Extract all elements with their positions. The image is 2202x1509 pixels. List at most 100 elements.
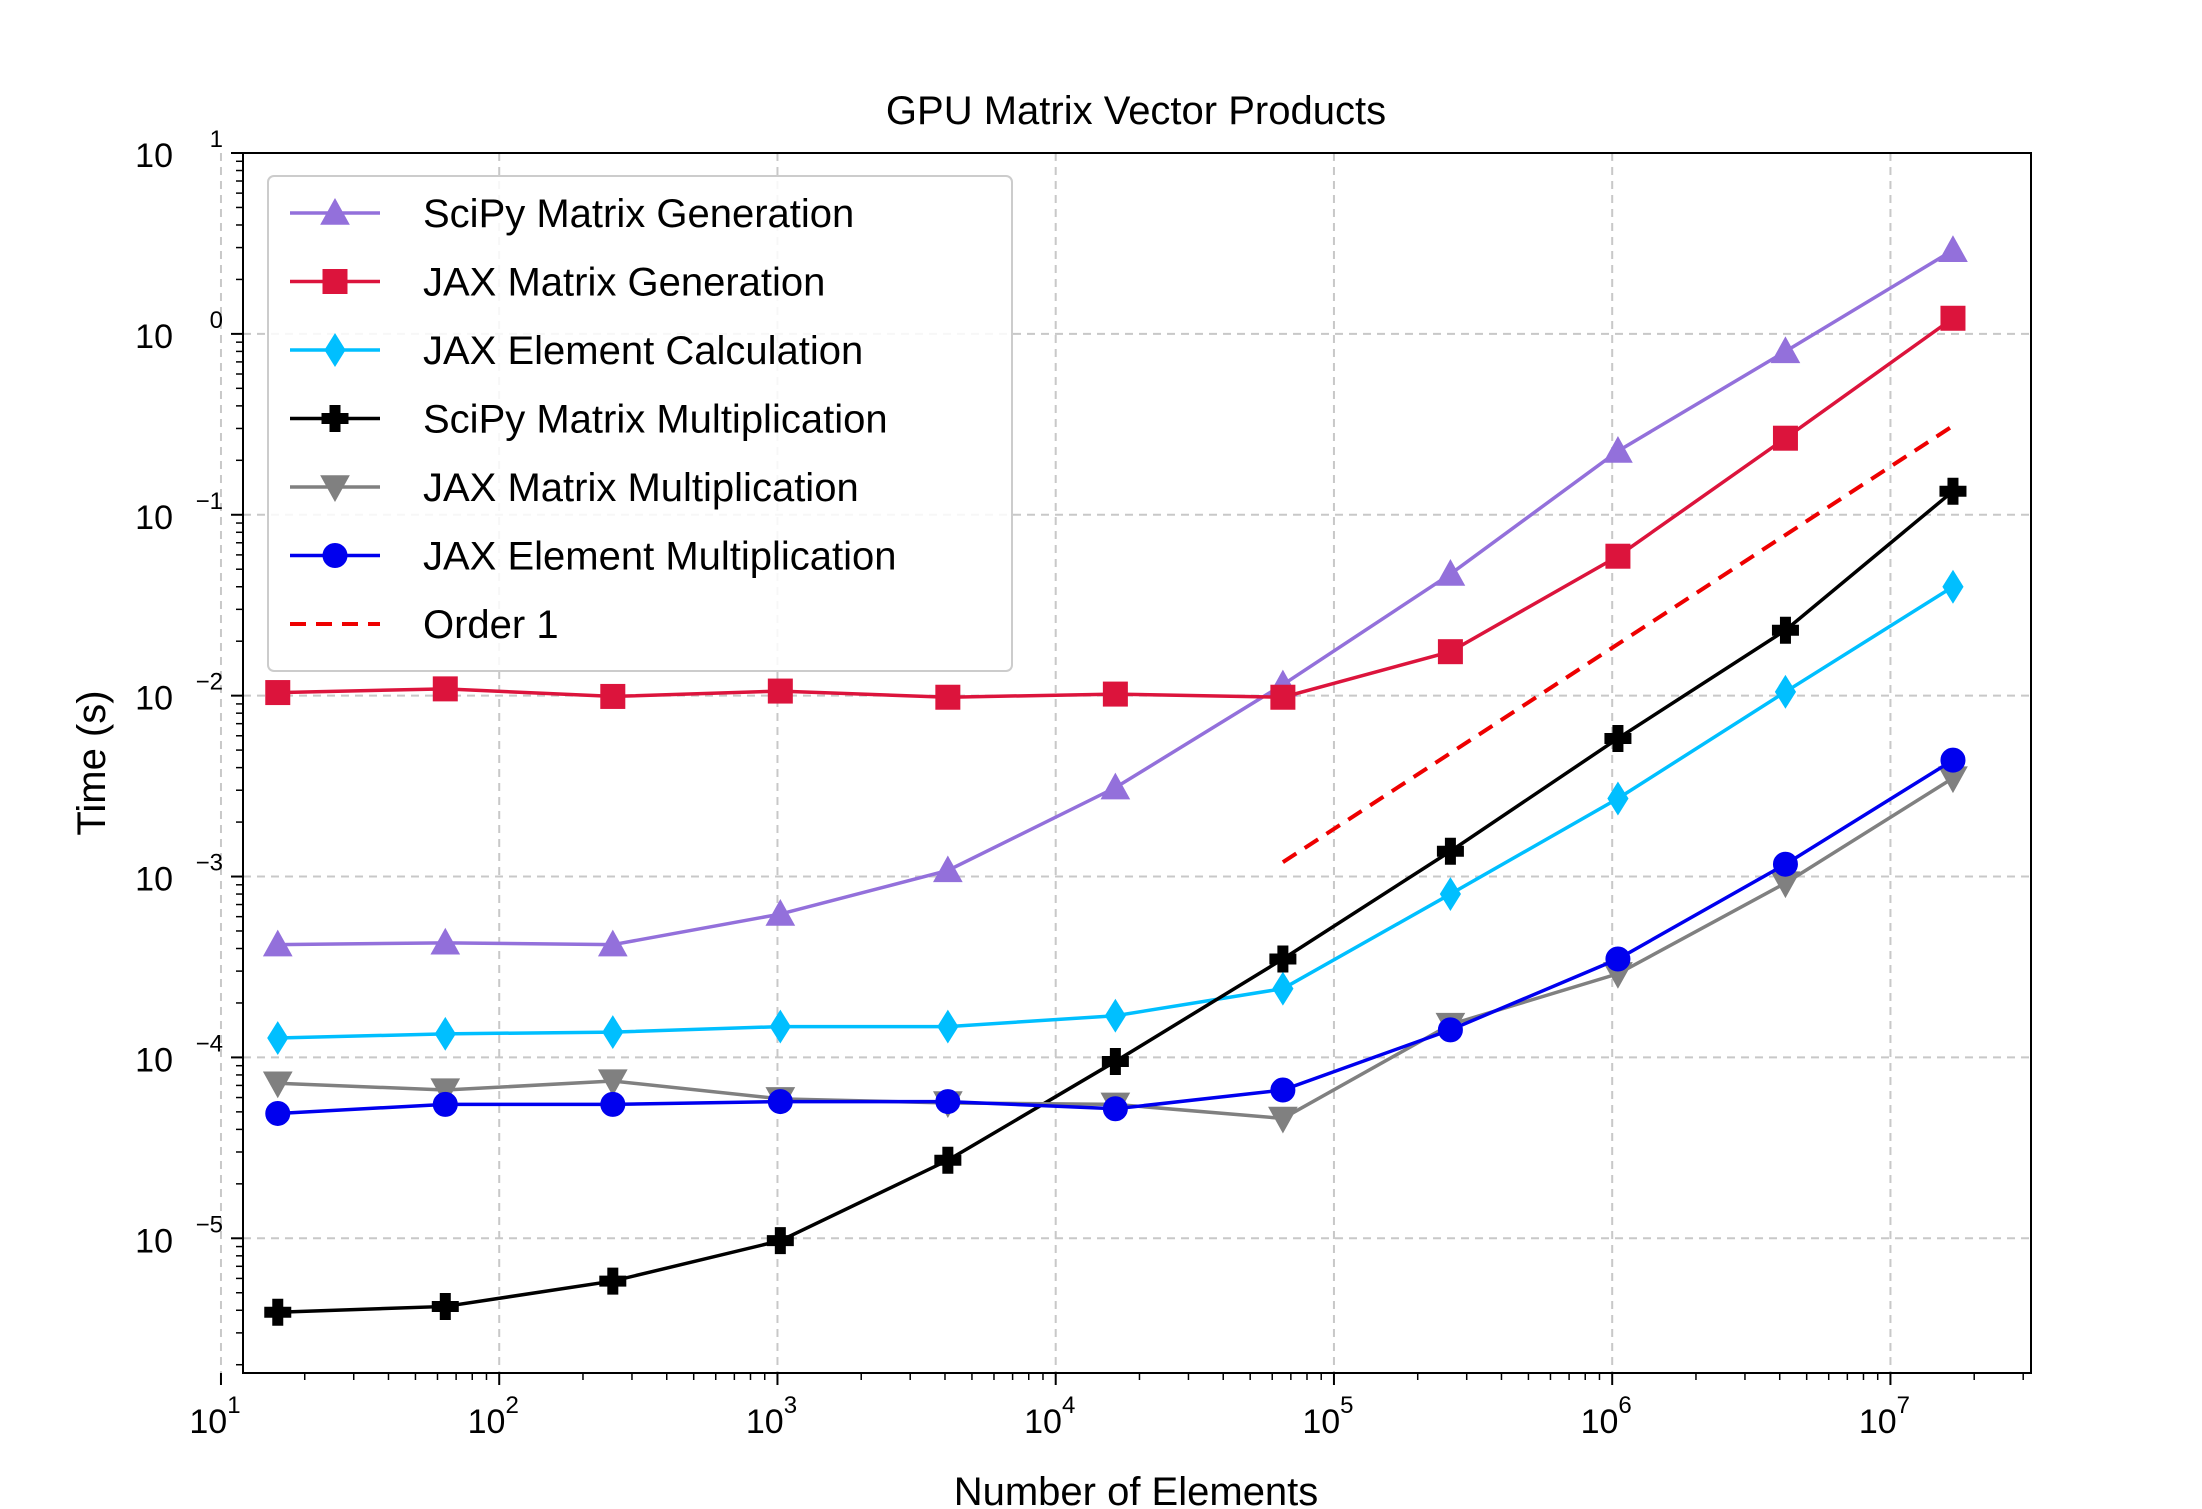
data-point: [1603, 436, 1633, 463]
data-point: [767, 678, 793, 704]
data-point: [1939, 477, 1967, 505]
data-point: [1102, 1096, 1128, 1122]
data-point: [1942, 569, 1964, 604]
data-point: [937, 1009, 959, 1044]
data-point: [1437, 1017, 1463, 1043]
data-point: [1938, 235, 1968, 262]
data-point: [1268, 1106, 1298, 1134]
data-point: [600, 1091, 626, 1117]
data-point: [597, 1069, 628, 1097]
legend-item: Order 1: [290, 603, 559, 647]
data-point: [1100, 772, 1131, 800]
legend-label: SciPy Matrix Generation: [423, 192, 854, 236]
legend-marker: [324, 333, 346, 367]
data-point: [599, 1267, 627, 1295]
series-order-1: [1281, 424, 1955, 864]
data-point: [1605, 543, 1631, 569]
x-axis-label: Number of Elements: [954, 1470, 1319, 1509]
data-point: [1771, 616, 1799, 644]
data-point: [935, 684, 961, 710]
x-tick-label: 104: [1024, 1392, 1075, 1441]
legend-item: JAX Matrix Multiplication: [290, 466, 859, 510]
x-tick-label: 106: [1581, 1392, 1632, 1441]
data-point: [434, 1016, 456, 1051]
data-point: [432, 676, 458, 702]
data-point: [1270, 684, 1296, 710]
data-point: [1604, 724, 1632, 752]
data-point: [1272, 971, 1294, 1006]
data-point: [1772, 425, 1798, 451]
x-tick-label: 107: [1859, 1392, 1910, 1441]
series-line: [1281, 424, 1955, 864]
data-point: [262, 929, 293, 957]
y-tick-label: 10 −2: [135, 669, 223, 718]
legend-item: JAX Element Calculation: [290, 329, 863, 373]
data-point: [1104, 998, 1126, 1033]
y-tick-label: 10 −4: [135, 1030, 223, 1079]
legend-box: [267, 175, 1013, 672]
legend-label: JAX Matrix Generation: [423, 261, 825, 305]
y-axis-label: Time (s): [70, 690, 114, 835]
data-point: [1436, 837, 1464, 865]
legend-marker: [320, 197, 350, 225]
x-tick-label: 102: [468, 1392, 519, 1441]
data-point: [262, 1071, 293, 1099]
data-point: [1102, 681, 1128, 707]
data-point: [265, 1100, 291, 1126]
legend-marker: [320, 475, 350, 503]
data-point: [766, 1227, 794, 1255]
series-jax-element-calculation: [267, 569, 1964, 1055]
data-point: [935, 1089, 961, 1115]
data-point: [597, 929, 628, 957]
legend-label: SciPy Matrix Multiplication: [423, 398, 888, 442]
legend-label: JAX Matrix Multiplication: [423, 466, 859, 510]
data-point: [1940, 747, 1966, 773]
data-point: [1269, 945, 1297, 973]
data-point: [765, 899, 796, 926]
legend-marker: [322, 269, 348, 294]
x-tick-label: 105: [1302, 1392, 1353, 1441]
y-tick-label: 10 −1: [135, 488, 223, 537]
y-tick-label: 10 −5: [135, 1211, 223, 1260]
data-point: [1607, 781, 1629, 816]
data-point: [1270, 1077, 1296, 1103]
data-point: [265, 680, 291, 706]
legend: SciPy Matrix Generation JAX Matrix Genera…: [267, 175, 1013, 672]
chart-title: GPU Matrix Vector Products: [886, 89, 1386, 133]
data-point: [1605, 946, 1631, 972]
data-point: [264, 1298, 292, 1326]
data-point: [602, 1015, 624, 1050]
data-point: [1770, 336, 1801, 364]
legend-marker: [322, 543, 348, 568]
plot-series: [262, 235, 1968, 1326]
data-point: [932, 855, 963, 883]
data-point: [1772, 851, 1798, 877]
data-point: [1101, 1047, 1129, 1075]
y-tick-label: 10 1: [135, 126, 223, 175]
x-tick-label: 103: [746, 1392, 797, 1441]
data-point: [1435, 559, 1466, 586]
data-point: [769, 1009, 791, 1044]
y-tick-label: 10 −3: [135, 850, 223, 899]
plot-frame: [242, 152, 2032, 1374]
data-point: [1437, 639, 1463, 665]
data-point: [767, 1089, 793, 1115]
data-point: [432, 1091, 458, 1117]
legend-label: JAX Element Multiplication: [423, 535, 897, 579]
data-point: [430, 1078, 461, 1106]
data-point: [1439, 877, 1461, 912]
legend-item: JAX Element Multiplication: [290, 535, 897, 579]
data-point: [600, 683, 626, 709]
legend-label: JAX Element Calculation: [423, 329, 863, 373]
legend-item: SciPy Matrix Generation: [290, 192, 854, 236]
data-point: [267, 1021, 289, 1055]
data-point: [430, 927, 461, 955]
axes: 101 102 103 104 105 106 107 10−5 10−4 10−3 10 −2 10−…: [135, 126, 2024, 1441]
legend-marker: [321, 405, 349, 432]
data-point: [1940, 305, 1966, 331]
series-scipy-matrix-multiplication: [264, 477, 1967, 1326]
legend-item: SciPy Matrix Multiplication: [290, 398, 888, 442]
data-point: [934, 1146, 962, 1174]
data-point: [431, 1292, 459, 1320]
